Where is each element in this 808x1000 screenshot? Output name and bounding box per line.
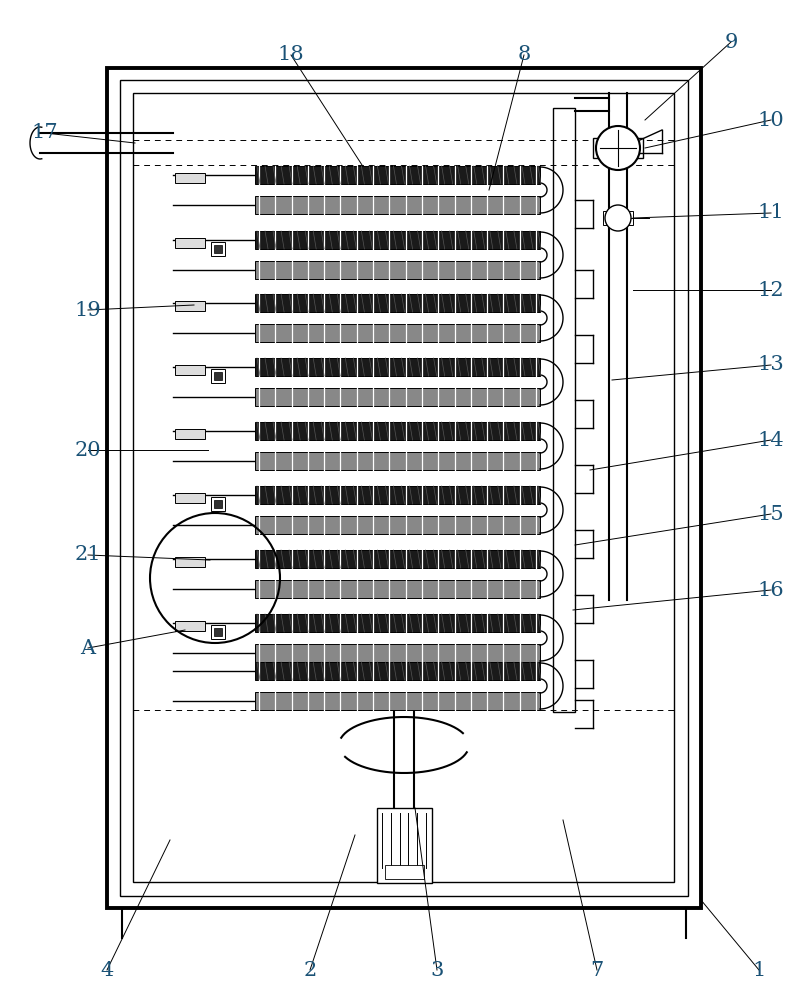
Polygon shape	[540, 423, 563, 469]
Polygon shape	[540, 615, 563, 661]
Bar	[211, 242, 225, 256]
Text: 17: 17	[32, 123, 58, 142]
Bar	[255, 662, 540, 680]
Text: A: A	[81, 639, 95, 658]
Bar	[255, 388, 540, 406]
Bar	[214, 372, 222, 380]
Bar	[255, 231, 540, 249]
Bar	[214, 500, 222, 508]
Bar	[255, 358, 540, 376]
Bar	[255, 452, 540, 470]
Bar	[175, 365, 205, 375]
Bar	[377, 808, 432, 883]
Text: 20: 20	[74, 440, 101, 460]
Text: 8: 8	[517, 45, 531, 64]
Bar	[175, 493, 205, 503]
Circle shape	[605, 205, 631, 231]
Bar	[255, 324, 540, 342]
Text: 9: 9	[724, 32, 738, 51]
Bar	[211, 369, 225, 383]
Bar	[255, 614, 540, 632]
Bar	[255, 196, 540, 214]
Bar	[255, 550, 540, 568]
Bar	[255, 166, 540, 184]
Bar	[385, 865, 424, 879]
Bar	[175, 301, 205, 311]
Text: 21: 21	[74, 546, 101, 564]
Bar	[255, 692, 540, 710]
Text: 16: 16	[758, 580, 785, 599]
Circle shape	[596, 126, 640, 170]
Polygon shape	[540, 167, 563, 213]
Bar	[175, 557, 205, 567]
Bar	[255, 422, 540, 440]
Bar	[593, 138, 643, 158]
Polygon shape	[540, 359, 563, 405]
Text: 7: 7	[591, 960, 604, 980]
Text: 19: 19	[74, 300, 101, 320]
Polygon shape	[540, 232, 563, 278]
Bar	[120, 80, 688, 896]
Bar	[175, 173, 205, 183]
Bar	[175, 429, 205, 439]
Polygon shape	[540, 295, 563, 341]
Text: 3: 3	[431, 960, 444, 980]
Text: 10: 10	[758, 110, 785, 129]
Bar	[255, 580, 540, 598]
Text: 11: 11	[758, 204, 785, 223]
Bar	[603, 211, 633, 225]
Text: 4: 4	[100, 960, 114, 980]
Bar	[175, 238, 205, 248]
Bar	[214, 628, 222, 636]
Bar	[255, 644, 540, 662]
Text: 15: 15	[758, 504, 785, 524]
Polygon shape	[540, 551, 563, 597]
Text: 13: 13	[758, 356, 785, 374]
Bar	[133, 93, 674, 882]
Text: 12: 12	[758, 280, 785, 300]
Text: 18: 18	[278, 45, 305, 64]
Text: 1: 1	[752, 960, 766, 980]
Polygon shape	[540, 663, 563, 709]
Bar	[255, 261, 540, 279]
Bar	[255, 294, 540, 312]
Bar	[107, 68, 701, 908]
Bar	[214, 245, 222, 253]
Text: 14: 14	[758, 430, 785, 450]
Bar	[211, 497, 225, 511]
Bar	[211, 625, 225, 639]
Bar	[175, 621, 205, 631]
Bar	[255, 516, 540, 534]
Text: 2: 2	[303, 960, 317, 980]
Bar	[255, 486, 540, 504]
Bar	[553, 108, 575, 712]
Polygon shape	[540, 487, 563, 533]
